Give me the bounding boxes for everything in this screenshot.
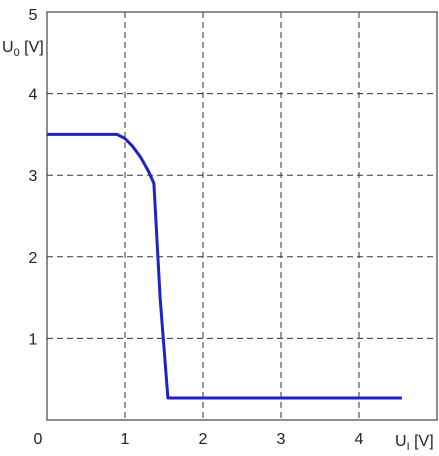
y-axis-label-sub: 0: [14, 47, 20, 59]
y-tick-label: 1: [29, 331, 38, 348]
y-axis-label-main: U: [2, 39, 14, 56]
x-tick-label: 0: [34, 431, 43, 448]
plot-border: [46, 11, 438, 421]
x-tick-label: 2: [199, 431, 208, 448]
y-axis-label: U0 [V]: [2, 39, 44, 59]
x-axis-label-unit: [V]: [410, 433, 434, 450]
y-axis-label-unit: [V]: [20, 39, 44, 56]
grid-lines: [47, 12, 437, 420]
plot-frame: [46, 11, 438, 421]
y-tick-label: 4: [29, 87, 38, 104]
series-line: [47, 132, 402, 400]
x-tick-label: 1: [121, 431, 130, 448]
y-tick-label: 2: [29, 250, 38, 267]
x-tick-labels: 0 1 2 3 4: [34, 431, 364, 448]
x-tick-label: 3: [277, 431, 286, 448]
x-axis-label: UI [V]: [395, 433, 434, 453]
series-group: [47, 132, 402, 400]
x-tick-label: 4: [355, 431, 364, 448]
y-tick-label: 5: [29, 7, 38, 24]
y-tick-label: 3: [29, 168, 38, 185]
y-tick-labels: 1 2 3 4 5: [29, 7, 38, 348]
x-axis-label-main: U: [395, 433, 407, 450]
x-axis-label-sub: I: [407, 441, 410, 453]
